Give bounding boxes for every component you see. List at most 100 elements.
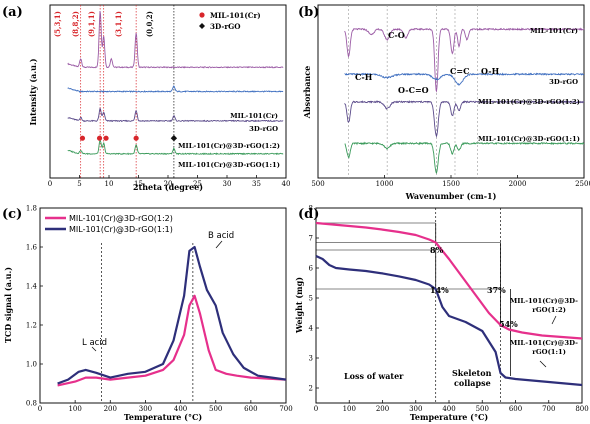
peak-label-882: (8,8,2) <box>71 11 80 37</box>
markers-a <box>79 135 178 142</box>
axis-ticks-c: 0 100 200 300 400 500 600 700 0.8 1.0 1.2 1.4 1.6 1.8 <box>26 205 293 414</box>
x-tick-label-b-4: 2500 <box>575 180 590 188</box>
legend-c: MIL-101(Cr)@3D-rGO(1:2) MIL-101(Cr)@3D-r… <box>45 214 173 234</box>
panel-label-b: (b) <box>298 5 319 20</box>
x-axis-label-b: Wavenumber (cm-1) <box>405 191 497 201</box>
y-axis-label-b: Absorbance <box>302 66 312 119</box>
series-line-a-0 <box>67 10 284 69</box>
percent-14: 14% <box>430 285 449 295</box>
peak-marker-a-1 <box>96 135 103 141</box>
series-label-d-12: MIL-101(Cr)@3D-rGO(1:2) <box>510 297 578 314</box>
arrow-b-acid <box>215 240 223 249</box>
y-tick-label-c-5: 1.8 <box>26 205 37 213</box>
y-tick-label-c-2: 1.2 <box>26 322 37 330</box>
series-line-d-0 <box>315 221 583 340</box>
peak-marker-a-2 <box>103 135 109 141</box>
y-tick-label-d-5: 7 <box>309 235 313 243</box>
series-line-a-2 <box>67 107 284 123</box>
x-tick-label-c-1: 100 <box>68 405 81 413</box>
y-tick-label-c-0: 0.8 <box>26 400 37 408</box>
panel-c: (c) 0 100 200 300 400 500 600 700 0.8 1.0 1.2 1.4 1.… <box>2 205 293 423</box>
percent-54: 54% <box>499 319 518 329</box>
legend-marker-rgo <box>199 23 205 29</box>
legend-label-rgo: 3D-rGO <box>210 22 241 31</box>
series-line-b-2 <box>344 99 585 138</box>
y-tick-label-d-1: 3 <box>309 355 313 363</box>
peak-label-531: (5,3,1) <box>53 11 62 37</box>
x-tick-label-b-3: 2000 <box>509 180 527 188</box>
band-label-ch: C-H <box>355 72 373 82</box>
peak-label-911: (9,1,1) <box>87 11 96 37</box>
x-tick-label-b-0: 500 <box>311 180 324 188</box>
x-tick-label-c-0: 0 <box>38 405 42 413</box>
series-b <box>344 27 585 174</box>
x-tick-label-a-3: 15 <box>134 180 143 188</box>
series-label-a-rgo: 3D-rGO <box>249 125 278 133</box>
legend-a: MIL-101(Cr) 3D-rGO <box>199 11 261 31</box>
x-tick-label-c-2: 200 <box>104 405 117 413</box>
series-label-b-12: MIL-101(Cr)@3D-rGO(1:2) <box>478 98 580 106</box>
x-tick-label-a-2: 10 <box>105 180 114 188</box>
peak-guides-c <box>101 243 194 403</box>
panel-b: (b) 500 1000 1500 2000 2500 Wavenumber (cm-1… <box>298 4 590 201</box>
series-line-a-3 <box>67 138 284 156</box>
percent-8: 8% <box>430 245 444 255</box>
x-ticks-a: 0 5 10 15 20 25 30 35 40 <box>48 175 290 188</box>
x-tick-label-d-6: 600 <box>509 405 522 413</box>
x-tick-label-a-5: 25 <box>193 180 202 188</box>
series-label-a-11: MIL-101(Cr)@3D-rGO(1:1) <box>178 161 280 169</box>
series-line-b-1 <box>344 72 585 87</box>
x-tick-label-c-7: 700 <box>279 405 292 413</box>
x-tick-label-c-4: 400 <box>174 405 187 413</box>
series-c <box>57 245 287 387</box>
x-tick-label-d-0: 0 <box>314 405 318 413</box>
x-tick-label-d-3: 300 <box>409 405 422 413</box>
legend-label-mil: MIL-101(Cr) <box>210 11 261 20</box>
band-label-oco: O-C=O <box>398 85 429 95</box>
series-line-c-1 <box>57 245 287 385</box>
x-axis-label-a: 2theta (degree) <box>133 182 203 192</box>
guides-d <box>316 208 511 403</box>
x-tick-label-d-1: 100 <box>343 405 356 413</box>
panel-a: (a) 0 5 10 15 20 25 30 35 40 2theta (degree) Int… <box>2 4 290 192</box>
x-tick-label-a-0: 0 <box>48 180 52 188</box>
legend-label-c-12: MIL-101(Cr)@3D-rGO(1:2) <box>69 214 173 223</box>
x-tick-label-a-1: 5 <box>77 180 81 188</box>
legend-label-c-11: MIL-101(Cr)@3D-rGO(1:1) <box>69 225 173 234</box>
x-tick-label-d-4: 400 <box>442 405 455 413</box>
peak-marker-a-4 <box>170 135 178 142</box>
x-tick-label-b-2: 1500 <box>442 180 460 188</box>
series-label-a-mil: MIL-101(Cr) <box>230 112 278 120</box>
arrow-d-12 <box>551 315 557 325</box>
y-tick-label-d-2: 4 <box>309 325 314 333</box>
y-tick-label-c-3: 1.4 <box>26 283 38 291</box>
peak-marker-a-3 <box>133 135 139 141</box>
series-line-b-3 <box>344 141 585 174</box>
panel-label-c: (c) <box>2 207 22 222</box>
percent-37: 37% <box>487 285 506 295</box>
y-tick-label-d-4: 6 <box>309 265 314 273</box>
x-tick-label-c-6: 600 <box>244 405 257 413</box>
band-label-oh: O-H <box>481 66 500 76</box>
legend-marker-mil <box>199 12 205 18</box>
band-label-cc: C=C <box>450 66 469 76</box>
peak-label-002: (0,0,2) <box>145 11 154 37</box>
x-tick-label-c-3: 300 <box>139 405 152 413</box>
annotation-l-acid: L acid <box>82 338 107 348</box>
y-tick-label-d-6: 8 <box>309 205 313 213</box>
y-axis-label-a: Intensity (a.u.) <box>28 58 38 125</box>
region-label-water: Loss of water <box>344 371 404 381</box>
series-line-b-0 <box>344 27 585 93</box>
x-tick-label-b-1: 1000 <box>376 180 394 188</box>
series-label-b-mil: MIL-101(Cr) <box>530 27 578 35</box>
series-line-c-0 <box>57 294 287 387</box>
series-line-d-1 <box>315 254 583 387</box>
series-line-a-1 <box>67 85 284 93</box>
arrow-l-acid <box>91 346 97 352</box>
y-axis-label-c: TCD signal (a.u.) <box>3 267 13 343</box>
panel-label-a: (a) <box>2 5 23 20</box>
series-label-d-11: MIL-101(Cr)@3D-rGO(1:1) <box>510 339 578 356</box>
panel-label-d: (d) <box>298 207 319 222</box>
x-tick-label-d-7: 700 <box>542 405 555 413</box>
